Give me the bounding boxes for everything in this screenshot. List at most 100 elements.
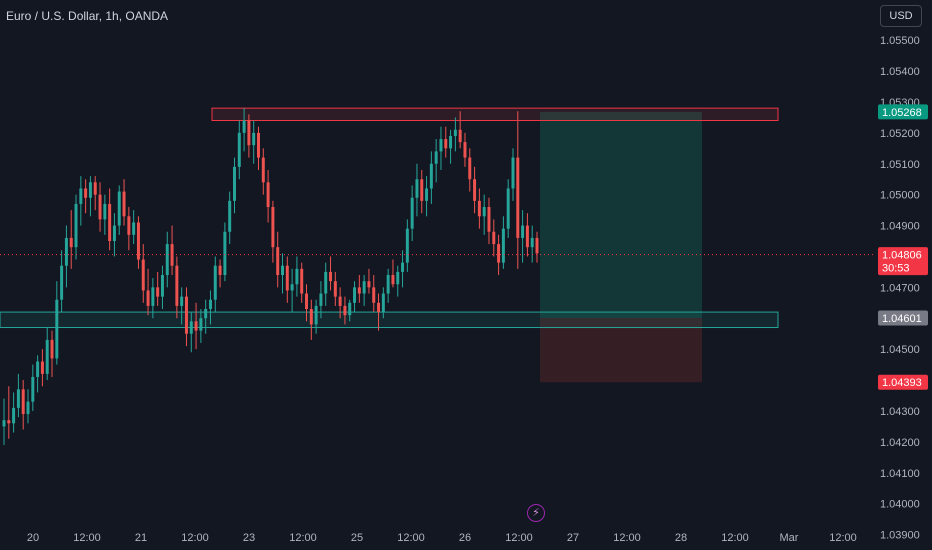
candle-body — [98, 194, 102, 220]
candle — [204, 299, 208, 334]
candle — [194, 302, 198, 350]
resistance-zone — [211, 107, 779, 122]
candle-body — [218, 265, 222, 275]
lightning-icon[interactable]: ⚡ — [527, 504, 545, 522]
candle-body — [208, 299, 212, 309]
candle-body — [333, 281, 337, 297]
candle-body — [184, 296, 188, 334]
candle — [429, 151, 433, 204]
candle-body — [468, 157, 472, 180]
price-label-bg — [878, 104, 928, 120]
candle — [117, 185, 121, 235]
candle-body — [396, 271, 400, 285]
candle-body — [276, 247, 280, 275]
x-tick-label: 27 — [567, 532, 579, 544]
candle-body — [146, 290, 150, 306]
candle — [55, 281, 59, 365]
time-axis: 20 12:00 21 12:00 23 12:00 25 12:00 26 12:00 27 12:… — [27, 532, 857, 544]
x-tick-label: 12:00 — [505, 532, 533, 544]
currency-button[interactable]: USD — [880, 5, 922, 27]
y-tick-label: 1.03900 — [880, 530, 920, 542]
candle-body — [516, 157, 520, 238]
candle — [84, 179, 88, 214]
candle — [290, 268, 294, 313]
candle — [50, 330, 54, 377]
candle-body — [525, 225, 529, 248]
candle-body — [511, 157, 515, 189]
candle-body — [242, 120, 246, 133]
candle — [477, 188, 481, 229]
candle-body — [175, 265, 179, 306]
candle-body — [314, 305, 318, 325]
candle-body — [362, 281, 366, 294]
y-tick-label: 1.04100 — [880, 468, 920, 480]
candle — [324, 262, 328, 306]
candle — [295, 256, 299, 297]
candle-body — [473, 179, 477, 201]
candle — [497, 234, 501, 275]
candle — [170, 225, 174, 275]
candle-body — [329, 271, 333, 282]
stop-zone — [540, 317, 702, 383]
candle-body — [12, 407, 16, 424]
x-tick-label: 28 — [675, 532, 687, 544]
candle-body — [506, 188, 510, 229]
candle — [180, 287, 184, 325]
candle — [535, 231, 539, 263]
candle — [285, 256, 289, 303]
candle-body — [348, 302, 352, 316]
candle-body — [237, 132, 241, 167]
candle-body — [132, 222, 136, 235]
x-tick-label: 12:00 — [829, 532, 857, 544]
candle — [93, 176, 97, 211]
candle — [12, 392, 16, 433]
candle — [208, 290, 212, 325]
candle — [184, 287, 188, 347]
candle-body — [535, 237, 539, 254]
candle — [314, 299, 318, 334]
candles-layer — [2, 108, 539, 445]
candle-body — [477, 200, 481, 217]
candle-body — [463, 142, 467, 158]
x-tick-label: 12:00 — [289, 532, 317, 544]
candle — [199, 308, 203, 343]
candle-body — [405, 228, 409, 263]
candle — [300, 262, 304, 303]
candle-body — [381, 293, 385, 313]
chart-title: Euro / U.S. Dollar, 1h, OANDA — [6, 9, 169, 23]
candle — [103, 194, 107, 235]
candle-body — [151, 287, 155, 306]
candle-body — [357, 287, 361, 294]
x-tick-label: 26 — [459, 532, 471, 544]
candle — [353, 281, 357, 313]
candle — [242, 108, 246, 152]
candle-body — [74, 203, 78, 248]
x-tick-label: 12:00 — [397, 532, 425, 544]
candle-body — [266, 182, 270, 208]
candle-body — [36, 361, 40, 377]
candle-body — [521, 225, 525, 238]
candle — [309, 299, 313, 340]
candle-body — [492, 231, 496, 245]
candle — [420, 169, 424, 214]
candle — [468, 148, 472, 192]
candle — [64, 225, 68, 288]
candle — [319, 281, 323, 319]
candle-body — [69, 237, 73, 248]
candle — [69, 210, 73, 269]
candle-body — [45, 339, 49, 374]
candle-body — [165, 244, 169, 275]
candle-body — [50, 339, 54, 359]
candle — [156, 271, 160, 306]
candle — [266, 169, 270, 223]
candle-body — [319, 293, 323, 306]
candle — [21, 380, 25, 430]
candle — [372, 275, 376, 313]
price-label-bg — [878, 310, 928, 326]
candle — [396, 265, 400, 297]
y-tick-label: 1.05400 — [880, 66, 920, 78]
candle-body — [420, 179, 424, 201]
candle-body — [372, 287, 376, 303]
